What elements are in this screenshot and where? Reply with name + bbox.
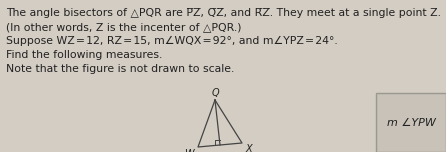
Text: The angle bisectors of △PQR are P̅Z̅, Q̅Z̅, and R̅Z̅. They meet at a single poin: The angle bisectors of △PQR are P̅Z̅, Q̅…: [6, 8, 441, 18]
Text: m ∠YPW: m ∠YPW: [387, 117, 435, 128]
Text: Suppose WZ = 12, RZ = 15, m∠WQX = 92°, and m∠YPZ = 24°.: Suppose WZ = 12, RZ = 15, m∠WQX = 92°, a…: [6, 36, 338, 46]
Text: Q: Q: [211, 88, 219, 98]
Text: X: X: [245, 144, 252, 152]
Text: Find the following measures.: Find the following measures.: [6, 50, 162, 60]
Bar: [376, 93, 446, 152]
Text: (In other words, Z is the incenter of △PQR.): (In other words, Z is the incenter of △P…: [6, 22, 241, 32]
Text: Note that the figure is not drawn to scale.: Note that the figure is not drawn to sca…: [6, 64, 235, 74]
Text: W: W: [184, 149, 194, 152]
